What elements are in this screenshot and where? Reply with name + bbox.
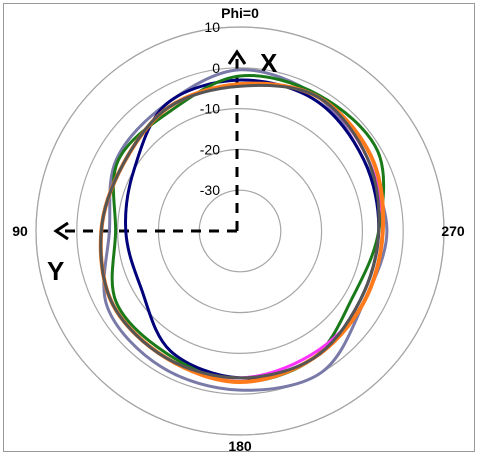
series-line-6: [99, 83, 381, 380]
grid-circle: [76, 67, 404, 395]
angle-label-270: 270: [441, 223, 465, 239]
radial-tick-label: -10: [200, 101, 220, 117]
radial-tick-label: -30: [200, 182, 220, 198]
angle-label-0: Phi=0: [221, 5, 259, 21]
x-axis-annotation: X: [260, 48, 278, 78]
angle-label-90: 90: [12, 223, 28, 239]
grid-circle: [116, 107, 364, 355]
series: [98, 68, 389, 392]
radial-tick-label: 0: [212, 60, 220, 76]
radial-tick-label: 10: [204, 19, 220, 35]
radial-tick-label: -20: [200, 141, 220, 157]
angle-label-180: 180: [228, 438, 252, 454]
y-axis-annotation: Y: [47, 256, 64, 286]
radial-ticks: 10 0 -10 -20 -30: [200, 19, 220, 198]
angle-labels: Phi=0 90 180 270: [12, 5, 465, 454]
y-arrow-head: [53, 221, 69, 241]
grid-circle-outer: [35, 26, 445, 436]
grid: [35, 26, 445, 436]
x-arrow-head: [227, 49, 247, 65]
